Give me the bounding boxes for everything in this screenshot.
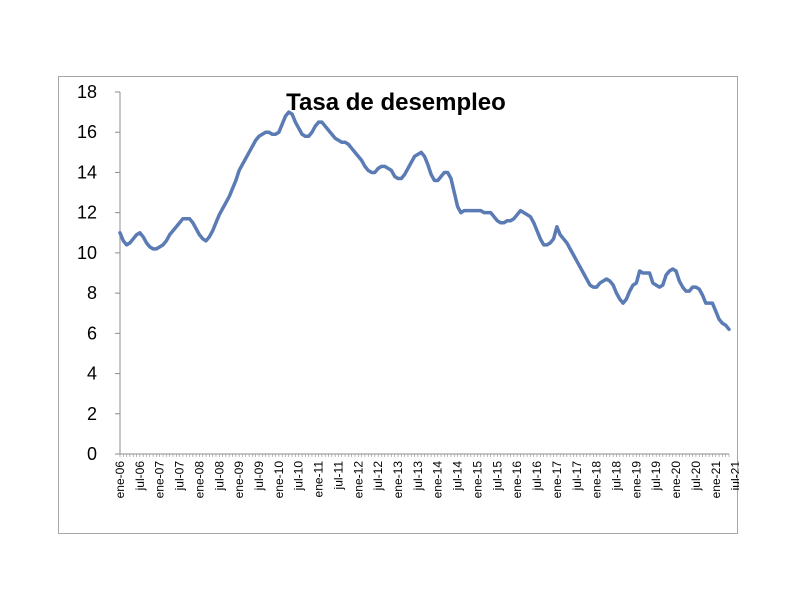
x-tick-label: ene-16 xyxy=(510,461,524,499)
x-tick-label: jul-12 xyxy=(371,461,385,492)
x-tick-label: jul-15 xyxy=(490,461,504,492)
y-tick-label: 4 xyxy=(87,364,97,384)
x-tick-label: ene-06 xyxy=(113,461,127,499)
x-tick-label: jul-10 xyxy=(292,461,306,492)
x-tick-label: jul-06 xyxy=(133,461,147,492)
x-tick-label: jul-08 xyxy=(212,461,226,492)
x-tick-label: ene-07 xyxy=(153,461,167,499)
x-axis: ene-06 jul-06 ene-07 jul-07 ene-08 jul-08 ene-… xyxy=(113,453,739,499)
y-tick-label: 12 xyxy=(77,203,97,223)
x-tick-label: jul-21 xyxy=(729,461,739,492)
x-tick-label: jul-14 xyxy=(451,461,465,492)
x-tick-label: jul-09 xyxy=(252,461,266,492)
chart-title: Tasa de desempleo xyxy=(286,89,506,116)
y-tick-label: 0 xyxy=(87,444,97,464)
x-tick-label: jul-18 xyxy=(609,461,623,492)
y-tick-label: 14 xyxy=(77,162,97,182)
chart-svg: Tasa de desempleo 0 2 4 6 8 10 12 14 16 18 ene-06… xyxy=(77,82,739,499)
y-tick-label: 18 xyxy=(77,82,97,102)
x-tick-label: ene-19 xyxy=(629,461,643,499)
x-tick-label: jul-19 xyxy=(649,461,663,492)
x-tick-label: jul-16 xyxy=(530,461,544,492)
x-tick-label: ene-08 xyxy=(192,461,206,499)
x-tick-label: ene-21 xyxy=(709,461,723,499)
x-tick-label: ene-09 xyxy=(232,461,246,499)
y-tick-label: 10 xyxy=(77,243,97,263)
x-tick-label: ene-14 xyxy=(431,461,445,499)
x-tick-label: jul-17 xyxy=(570,461,584,492)
series-line-tasa-de-desempleo xyxy=(118,110,731,332)
x-tick-label: jul-11 xyxy=(331,461,345,491)
y-tick-label: 6 xyxy=(87,323,97,343)
x-tick-label: ene-13 xyxy=(391,461,405,499)
x-tick-label: jul-20 xyxy=(689,461,703,492)
x-tick-label: ene-10 xyxy=(272,461,286,499)
x-tick-label: ene-18 xyxy=(590,461,604,499)
y-tick-label: 16 xyxy=(77,122,97,142)
x-tick-label: jul-13 xyxy=(411,461,425,492)
x-tick-label: jul-07 xyxy=(173,461,187,492)
x-tick-label: ene-17 xyxy=(550,461,564,499)
y-axis: 0 2 4 6 8 10 12 14 16 18 xyxy=(77,82,121,464)
x-tick-label: ene-11 xyxy=(312,461,326,498)
x-tick-label: ene-12 xyxy=(351,461,365,499)
x-tick-label: ene-20 xyxy=(669,461,683,499)
y-tick-label: 2 xyxy=(87,404,97,424)
y-tick-label: 8 xyxy=(87,283,97,303)
x-tick-label: ene-15 xyxy=(470,461,484,499)
chart-frame: Tasa de desempleo 0 2 4 6 8 10 12 14 16 18 ene-06… xyxy=(58,76,739,534)
